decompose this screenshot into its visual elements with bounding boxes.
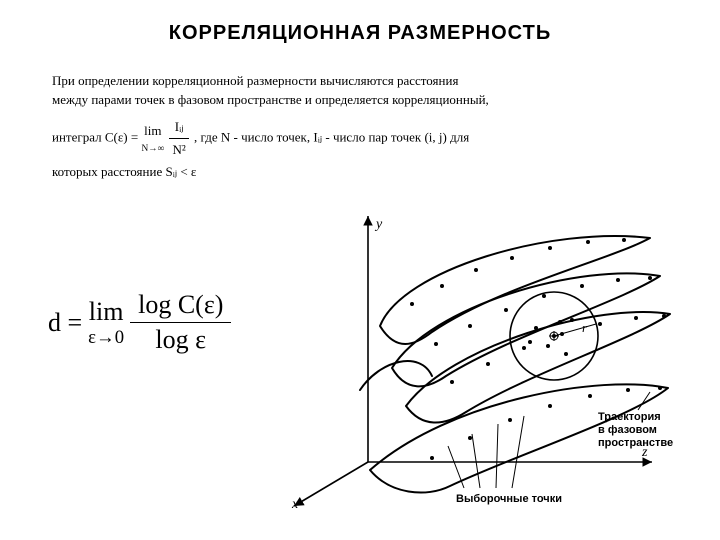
fi-frac: Iᵢⱼ N² bbox=[169, 116, 188, 161]
inline-formula-block: интеграл C(ε) = lim N→∞ Iᵢⱼ N² , где N -… bbox=[52, 116, 668, 183]
fi-line3pre: которых расстояние bbox=[52, 164, 165, 179]
fi-Iijdesc: - число пар точек bbox=[325, 130, 424, 145]
svg-text:в фазовом: в фазовом bbox=[598, 424, 657, 436]
fi-lim: lim N→∞ bbox=[141, 120, 164, 158]
bf-lim-top: lim bbox=[88, 297, 124, 327]
fi-prefix: интеграл bbox=[52, 130, 105, 145]
phase-space-diagram: yzxrВыборочные точкиТраекторияв фазовомп… bbox=[250, 210, 690, 510]
svg-text:Траектория: Траектория bbox=[598, 411, 661, 423]
fi-N: N bbox=[221, 130, 230, 145]
paragraph: При определении корреляционной размернос… bbox=[52, 72, 668, 110]
para-line1: При определении корреляционной размернос… bbox=[52, 73, 458, 88]
fi-Ceps: C(ε) = bbox=[105, 130, 138, 145]
svg-text:пространстве: пространстве bbox=[598, 437, 673, 449]
fi-Ndesc: - число точек, bbox=[233, 130, 313, 145]
fi-frac-den: N² bbox=[169, 139, 188, 161]
fi-tail1: для bbox=[450, 130, 469, 145]
slide-title: КОРРЕЛЯЦИОННАЯ РАЗМЕРНОСТЬ bbox=[0, 22, 720, 45]
fi-mid: , где bbox=[194, 130, 221, 145]
bf-den: log ε bbox=[130, 323, 231, 357]
bf-num: log C(ε) bbox=[130, 288, 231, 323]
svg-text:Выборочные точки: Выборочные точки bbox=[456, 493, 562, 505]
svg-text:r: r bbox=[582, 320, 588, 335]
bf-lim-under: ε→0 bbox=[88, 327, 124, 349]
fi-lim-under: N→∞ bbox=[141, 142, 164, 158]
svg-text:y: y bbox=[374, 217, 383, 232]
bf-frac: log C(ε) log ε bbox=[130, 288, 231, 357]
slide: КОРРЕЛЯЦИОННАЯ РАЗМЕРНОСТЬ При определен… bbox=[0, 0, 720, 540]
fi-ij: (i, j) bbox=[424, 130, 446, 145]
dimension-formula: d = lim ε→0 log C(ε) log ε bbox=[48, 288, 231, 357]
para-line2: между парами точек в фазовом пространств… bbox=[52, 92, 489, 107]
bf-deq: d = bbox=[48, 308, 82, 338]
fi-Sij: Sᵢⱼ < ε bbox=[165, 164, 196, 179]
fi-lim-top: lim bbox=[141, 120, 164, 142]
bf-lim: lim ε→0 bbox=[88, 297, 124, 349]
svg-text:x: x bbox=[291, 497, 299, 510]
fi-Iij: Iᵢⱼ bbox=[313, 130, 322, 145]
fi-frac-num: Iᵢⱼ bbox=[169, 116, 188, 139]
